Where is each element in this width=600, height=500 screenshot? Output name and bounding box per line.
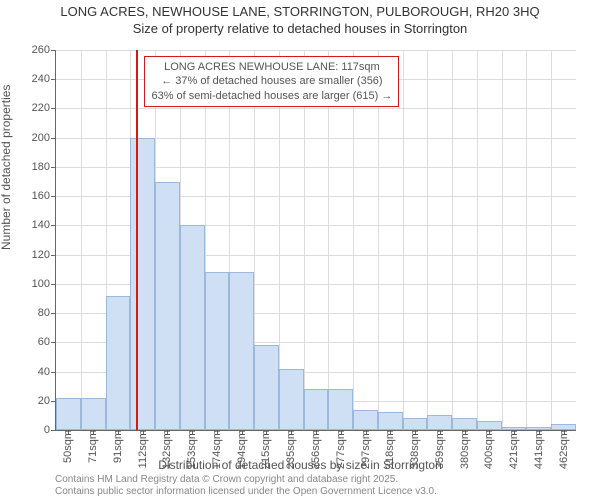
grid-v	[81, 50, 82, 430]
histogram-bar	[205, 272, 230, 430]
grid-v	[328, 50, 329, 430]
ytick-label: 0	[44, 424, 50, 436]
histogram-bar	[427, 415, 452, 430]
grid-v	[403, 50, 404, 430]
grid-v	[452, 50, 453, 430]
ytick-mark	[51, 167, 56, 168]
grid-v	[477, 50, 478, 430]
annotation-line-3: 63% of semi-detached houses are larger (…	[151, 89, 392, 103]
ytick-label: 60	[38, 336, 50, 348]
histogram-bar	[378, 412, 403, 430]
ytick-mark	[51, 79, 56, 80]
ytick-mark	[51, 138, 56, 139]
histogram-bar	[229, 272, 254, 430]
ytick-label: 220	[32, 102, 50, 114]
property-marker-line	[136, 50, 138, 430]
grid-v	[526, 50, 527, 430]
histogram-bar	[56, 398, 81, 430]
histogram-bar	[279, 369, 304, 430]
annotation-line-1: LONG ACRES NEWHOUSE LANE: 117sqm	[151, 60, 392, 74]
ytick-label: 120	[32, 249, 50, 261]
histogram-bar	[551, 424, 576, 430]
ytick-mark	[51, 108, 56, 109]
histogram-bar	[254, 345, 279, 430]
x-axis-label: Distribution of detached houses by size …	[0, 458, 600, 472]
ytick-label: 260	[32, 44, 50, 56]
ytick-mark	[51, 372, 56, 373]
grid-v	[502, 50, 503, 430]
ytick-mark	[51, 225, 56, 226]
ytick-mark	[51, 196, 56, 197]
ytick-mark	[51, 342, 56, 343]
histogram-bar	[304, 389, 329, 430]
histogram-bar	[452, 418, 477, 430]
ytick-mark	[51, 430, 56, 431]
annotation-line-2: ← 37% of detached houses are smaller (35…	[151, 74, 392, 88]
grid-v	[304, 50, 305, 430]
footer-line-2: Contains public sector information licen…	[55, 486, 437, 498]
ytick-label: 140	[32, 219, 50, 231]
histogram-bar	[477, 421, 502, 430]
histogram-bar	[106, 296, 131, 430]
ytick-label: 160	[32, 190, 50, 202]
title-line-2: Size of property relative to detached ho…	[0, 21, 600, 38]
histogram-bar	[130, 138, 155, 430]
histogram-bar	[155, 182, 180, 430]
histogram-bar	[502, 427, 527, 430]
histogram-bar	[403, 418, 428, 430]
plot-area: 02040608010012014016018020022024026050sq…	[55, 50, 576, 431]
property-annotation: LONG ACRES NEWHOUSE LANE: 117sqm← 37% of…	[144, 56, 399, 107]
grid-v	[378, 50, 379, 430]
ytick-label: 240	[32, 73, 50, 85]
ytick-label: 20	[38, 395, 50, 407]
histogram-bar	[328, 389, 353, 430]
ytick-label: 40	[38, 366, 50, 378]
ytick-label: 180	[32, 161, 50, 173]
ytick-mark	[51, 50, 56, 51]
footer-attribution: Contains HM Land Registry data © Crown c…	[55, 474, 437, 498]
grid-v	[353, 50, 354, 430]
ytick-mark	[51, 284, 56, 285]
grid-h	[56, 50, 576, 51]
ytick-label: 200	[32, 132, 50, 144]
grid-v	[551, 50, 552, 430]
histogram-bar	[526, 427, 551, 430]
histogram-bar	[81, 398, 106, 430]
chart-container: LONG ACRES, NEWHOUSE LANE, STORRINGTON, …	[0, 0, 600, 500]
y-axis-label: Number of detached properties	[0, 85, 13, 250]
ytick-label: 100	[32, 278, 50, 290]
grid-h	[56, 108, 576, 109]
ytick-mark	[51, 255, 56, 256]
ytick-label: 80	[38, 307, 50, 319]
footer-line-1: Contains HM Land Registry data © Crown c…	[55, 474, 437, 486]
chart-title: LONG ACRES, NEWHOUSE LANE, STORRINGTON, …	[0, 4, 600, 38]
ytick-mark	[51, 313, 56, 314]
histogram-bar	[180, 225, 205, 430]
title-line-1: LONG ACRES, NEWHOUSE LANE, STORRINGTON, …	[0, 4, 600, 21]
grid-v	[427, 50, 428, 430]
histogram-bar	[353, 410, 378, 430]
